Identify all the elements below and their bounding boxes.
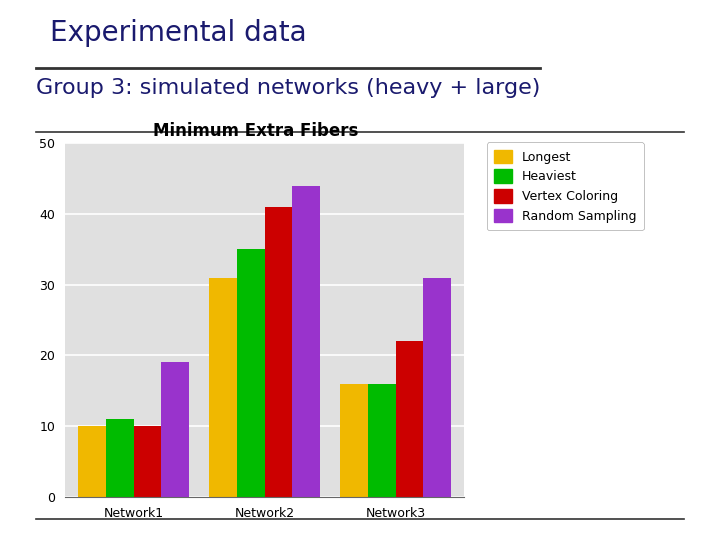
- Text: Minimum Extra Fibers: Minimum Extra Fibers: [153, 122, 359, 139]
- Bar: [340, 383, 368, 497]
- Bar: [395, 341, 423, 497]
- Bar: [161, 362, 189, 497]
- Bar: [134, 426, 161, 497]
- Bar: [423, 278, 451, 497]
- Bar: [368, 383, 395, 497]
- Bar: [237, 249, 265, 497]
- Bar: [78, 426, 106, 497]
- Legend: Longest, Heaviest, Vertex Coloring, Random Sampling: Longest, Heaviest, Vertex Coloring, Rand…: [487, 142, 644, 230]
- Bar: [265, 207, 292, 497]
- Bar: [106, 419, 134, 497]
- Bar: [209, 278, 237, 497]
- Bar: [292, 186, 320, 497]
- Text: Experimental data: Experimental data: [50, 19, 307, 47]
- Text: Group 3: simulated networks (heavy + large): Group 3: simulated networks (heavy + lar…: [36, 78, 541, 98]
